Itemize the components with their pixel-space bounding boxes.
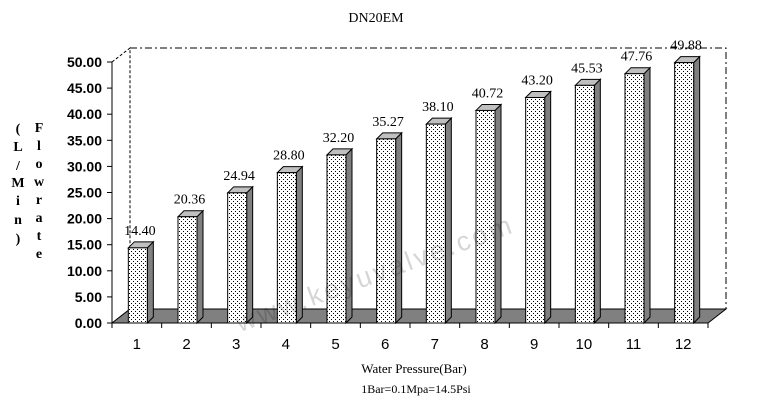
chart-frame — [111, 46, 727, 309]
bar — [425, 116, 453, 325]
side-wall-frame — [111, 46, 131, 309]
bar-front — [376, 138, 397, 324]
bar-front — [574, 84, 595, 324]
bar-front — [425, 123, 446, 324]
x-tick-label: 8 — [480, 336, 488, 353]
bar-front — [227, 192, 248, 324]
bars — [127, 55, 701, 325]
bar-side — [643, 66, 651, 325]
data-label: 38.10 — [422, 100, 454, 115]
bar-side — [593, 78, 601, 325]
data-label: 43.20 — [521, 73, 553, 88]
bar — [673, 55, 701, 325]
data-label: 47.76 — [621, 50, 653, 65]
bar-side — [544, 90, 552, 325]
back-wall-frame — [130, 47, 727, 309]
data-label: 24.94 — [223, 169, 255, 184]
bar-front — [525, 96, 546, 324]
x-tick-label: 11 — [626, 336, 642, 353]
x-tick-label: 5 — [331, 336, 339, 353]
bar — [176, 209, 205, 325]
bar-side — [444, 116, 452, 325]
chart-title: DN20EM — [348, 11, 404, 26]
y-tick-label: 40.00 — [67, 106, 102, 122]
bar — [524, 90, 552, 325]
x-axis-ticks: 1 2 3 4 5 6 7 8 9 10 11 12 — [111, 322, 709, 353]
bar-front — [624, 73, 645, 324]
y-tick-label: 15.00 — [67, 237, 102, 253]
unit-note: 1Bar=0.1Mpa=14.5Psi — [361, 382, 471, 396]
data-label: 35.27 — [372, 115, 404, 130]
x-tick-label: 3 — [232, 336, 240, 353]
x-tick-label: 10 — [575, 336, 592, 353]
bar-front — [674, 62, 695, 324]
data-label: 28.80 — [273, 149, 305, 164]
bar — [276, 165, 304, 325]
bar-side — [196, 209, 204, 325]
bar-front — [177, 216, 198, 324]
y-tick-label: 35.00 — [67, 132, 102, 148]
bar-side — [395, 131, 403, 325]
x-tick-label: 7 — [431, 336, 439, 353]
x-axis-label: Water Pressure(Bar) — [361, 361, 466, 376]
y-tick-label: 10.00 — [67, 263, 102, 279]
data-label: 32.20 — [323, 131, 355, 146]
y-tick-label: 0.00 — [75, 315, 102, 331]
y-tick-label: 25.00 — [67, 185, 102, 201]
data-label: 20.36 — [174, 193, 206, 208]
y-tick-label: 50.00 — [67, 54, 102, 70]
bar-side — [146, 240, 154, 325]
bar — [375, 131, 403, 325]
x-tick-label: 6 — [381, 336, 389, 353]
bar-front — [127, 247, 148, 324]
y-axis-ticks: 0.00 5.00 10.00 15.00 20.00 25.00 30.00 35.00 40… — [67, 54, 113, 331]
y-tick-label: 30.00 — [67, 158, 102, 174]
y-tick-label: 5.00 — [75, 289, 102, 305]
data-labels: 14.40 20.36 24.94 28.80 32.20 35.27 38.10 40.72… — [124, 39, 702, 239]
bar — [127, 240, 155, 325]
y-tick-label: 20.00 — [67, 211, 102, 227]
y-tick-label: 45.00 — [67, 80, 102, 96]
bar — [623, 66, 652, 325]
x-tick-label: 9 — [530, 336, 538, 353]
bar-side — [693, 55, 701, 325]
x-tick-label: 4 — [282, 336, 290, 353]
x-tick-label: 1 — [133, 336, 141, 353]
x-tick-label: 2 — [182, 336, 190, 353]
x-tick-label: 12 — [675, 336, 692, 353]
bar — [574, 78, 602, 325]
data-label: 49.88 — [670, 39, 702, 54]
data-label: 45.53 — [571, 61, 603, 76]
data-label: 14.40 — [124, 224, 156, 239]
data-label: 40.72 — [472, 86, 504, 101]
